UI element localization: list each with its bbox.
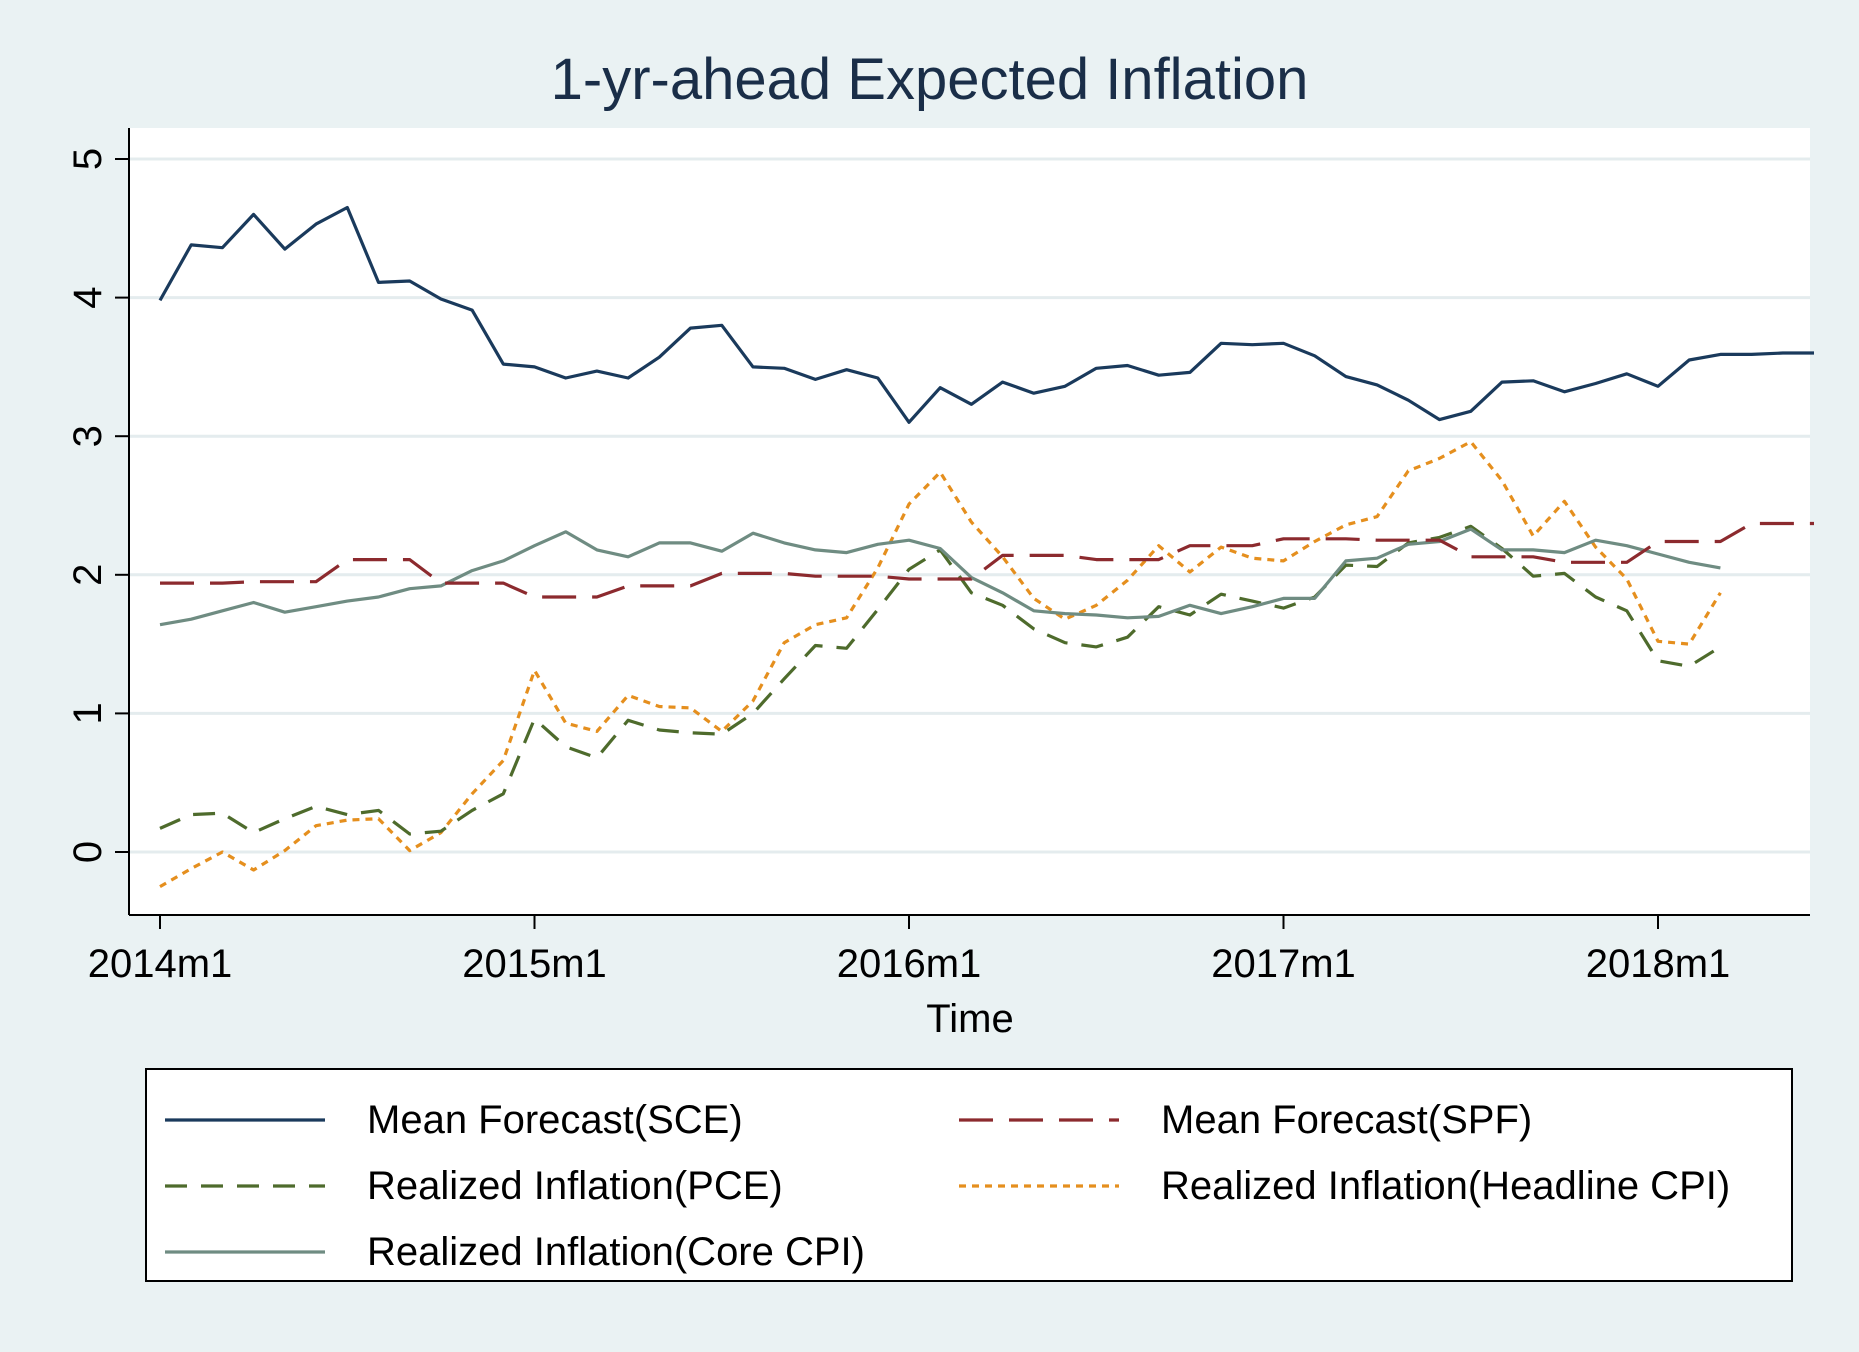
y-tick-label: 5 [66, 148, 110, 170]
y-tick-label: 0 [66, 841, 110, 863]
legend-label: Realized Inflation(PCE) [367, 1163, 783, 1208]
series-line-0 [158, 205, 1814, 424]
legend-label: Realized Inflation(Core CPI) [367, 1229, 865, 1274]
legend-swatch [165, 1118, 325, 1122]
legend-label: Realized Inflation(Headline CPI) [1161, 1163, 1731, 1208]
series-lines [158, 205, 1814, 888]
y-tick-label: 4 [66, 286, 110, 308]
legend: Mean Forecast(SCE) Mean Forecast(SPF) Real… [145, 1068, 1793, 1282]
chart-title: 1-yr-ahead Expected Inflation [550, 47, 1309, 112]
legend-swatch [959, 1184, 1119, 1188]
legend-item: Realized Inflation(PCE) [165, 1158, 783, 1214]
series-line-1 [160, 521, 1814, 599]
series-line-3 [159, 440, 1722, 888]
x-tick-label: 2017m1 [1211, 942, 1356, 986]
legend-label: Mean Forecast(SPF) [1161, 1097, 1533, 1142]
axes: 0 1 2 3 4 5 2014m1 2015m1 2016m1 2017m1 2018m1 [66, 128, 1810, 986]
legend-swatch [959, 1118, 1119, 1122]
y-tick-label: 2 [66, 564, 110, 586]
legend-label: Mean Forecast(SCE) [367, 1097, 743, 1142]
legend-item: Realized Inflation(Core CPI) [165, 1224, 865, 1280]
y-tick-label: 3 [66, 425, 110, 447]
x-axis-label: Time [926, 997, 1013, 1041]
y-tick-label: 1 [66, 702, 110, 724]
x-tick-label: 2018m1 [1586, 942, 1731, 986]
x-tick-label: 2014m1 [88, 942, 233, 986]
legend-item: Realized Inflation(Headline CPI) [959, 1158, 1730, 1214]
legend-swatch [165, 1184, 325, 1188]
legend-item: Mean Forecast(SPF) [959, 1092, 1532, 1148]
legend-swatch [165, 1250, 325, 1254]
legend-item: Mean Forecast(SCE) [165, 1092, 743, 1148]
x-tick-label: 2016m1 [837, 942, 982, 986]
x-tick-label: 2015m1 [462, 942, 607, 986]
series-line-4 [159, 527, 1721, 627]
